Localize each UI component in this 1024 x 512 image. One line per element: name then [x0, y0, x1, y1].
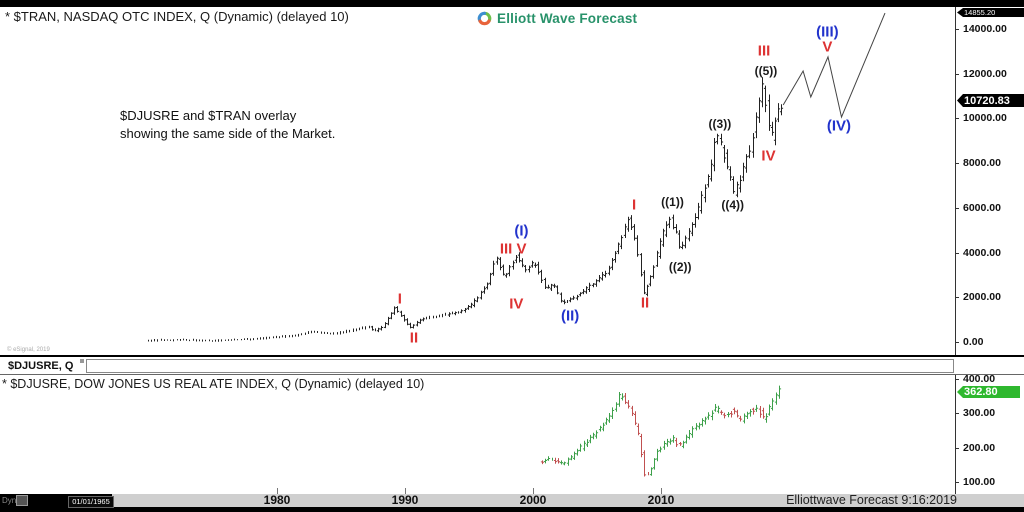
panel-divider-line [0, 355, 1024, 357]
wave-label: I [397, 290, 402, 308]
price-tick-mark [956, 447, 959, 449]
price-tick-mark [956, 29, 959, 30]
wave-label: ((2)) [668, 259, 692, 274]
brand-name: Elliott Wave Forecast [497, 11, 638, 26]
brand: Elliott Wave Forecast [476, 10, 637, 27]
wave-label: III [757, 42, 771, 60]
price-tick-mark [956, 252, 959, 254]
price-tick-mark [956, 207, 959, 209]
time-tick-mark [277, 488, 278, 494]
panel-divider-strip: $DJUSRE, Q [0, 357, 1024, 374]
start-date-box[interactable]: 01/01/1965 [68, 496, 114, 508]
price-tick-label: 14000.00 [963, 23, 1007, 35]
wave-label: ((1)) [661, 195, 684, 210]
time-tick-label: 1990 [391, 493, 419, 507]
price-tick-mark [956, 118, 959, 120]
wave-label: ((3)) [708, 117, 732, 132]
price-tick-label: 2000.00 [963, 291, 1001, 304]
watermark-credit: Elliottwave Forecast 9:16:2019 [786, 493, 957, 507]
price-tick-mark [956, 482, 959, 483]
wave-label: III [499, 240, 513, 258]
time-axis-strip [112, 494, 1024, 507]
price-tick-label: 10000.00 [963, 112, 1007, 125]
price-tick-label: 12000.00 [963, 67, 1007, 80]
last-price-badge-djusre: 362.80 [957, 386, 1020, 398]
time-tick-mark [405, 488, 406, 494]
wave-label: IV [761, 147, 776, 165]
wave-label: (IV) [826, 117, 851, 135]
wave-label: (I) [514, 222, 529, 240]
price-tick-label: 400.00 [963, 372, 996, 385]
price-tick-mark [956, 73, 959, 75]
time-tick-mark [661, 488, 662, 494]
dyn-label: Dyn [2, 496, 17, 505]
wave-label: V [822, 38, 833, 56]
grid-icon[interactable] [16, 495, 28, 506]
price-tick-mark [956, 163, 959, 165]
wave-label: IV [509, 295, 524, 313]
chart-annotation: $DJUSRE and $TRAN overlay showing the sa… [120, 107, 335, 142]
annotation-line2: showing the same side of the Market. [120, 125, 336, 141]
wave-label: ((4)) [721, 197, 745, 212]
wave-label: I [632, 196, 637, 214]
price-tick-mark [956, 378, 959, 380]
projection-line [782, 12, 886, 119]
price-axis: 14855.20 10720.83 362.80 14000.00 12000.0… [955, 7, 1024, 494]
price-tick-mark [956, 413, 959, 414]
last-price-badge-tran: 10720.83 [957, 94, 1024, 107]
price-tick-label: 300.00 [963, 407, 996, 419]
wave-label: II [640, 294, 650, 312]
symbol-input-field[interactable] [86, 359, 954, 373]
price-tick-label: 6000.00 [963, 201, 1001, 214]
time-tick-label: 2000 [519, 493, 547, 507]
copyright-note: © eSignal, 2019 [7, 347, 50, 353]
top-chart-title: * $TRAN, NASDAQ OTC INDEX, Q (Dynamic) (… [5, 9, 349, 24]
symbol-tab[interactable]: $DJUSRE, Q [8, 360, 74, 372]
wave-label: (II) [560, 307, 580, 325]
price-tick-mark [956, 297, 959, 299]
tran-price-bars [148, 77, 784, 342]
tab-corner-icon [80, 359, 84, 363]
wave-label: ((5)) [754, 64, 778, 79]
time-axis: Elliottwave Forecast 9:16:2019 01/01/196… [0, 486, 1024, 512]
panel-divider-underline [0, 374, 1024, 375]
price-tick-label: 8000.00 [963, 157, 1001, 170]
price-tick-label: 100.00 [963, 476, 996, 488]
time-tick-mark [533, 488, 534, 494]
wave-label: II [409, 329, 419, 347]
djusre-up-bars [543, 385, 782, 476]
wave-label: V [516, 240, 527, 258]
window-top-bar [0, 0, 1024, 7]
wave-label: (III) [816, 23, 839, 41]
djusre-down-bars [540, 393, 766, 477]
price-tick-mark [956, 342, 959, 343]
time-tick-label: 1980 [263, 493, 291, 507]
bottom-chart-title: * $DJUSRE, DOW JONES US REAL ATE INDEX, … [2, 377, 425, 391]
price-tick-label: 4000.00 [963, 246, 1001, 259]
price-tick-label: 200.00 [963, 441, 996, 454]
brand-logo-icon [477, 11, 492, 26]
time-tick-label: 2010 [647, 493, 675, 507]
price-tick-label: 0.00 [963, 336, 984, 348]
projection-target-price-badge: 14855.20 [957, 8, 1024, 17]
annotation-line1: $DJUSRE and $TRAN overlay [120, 108, 297, 123]
